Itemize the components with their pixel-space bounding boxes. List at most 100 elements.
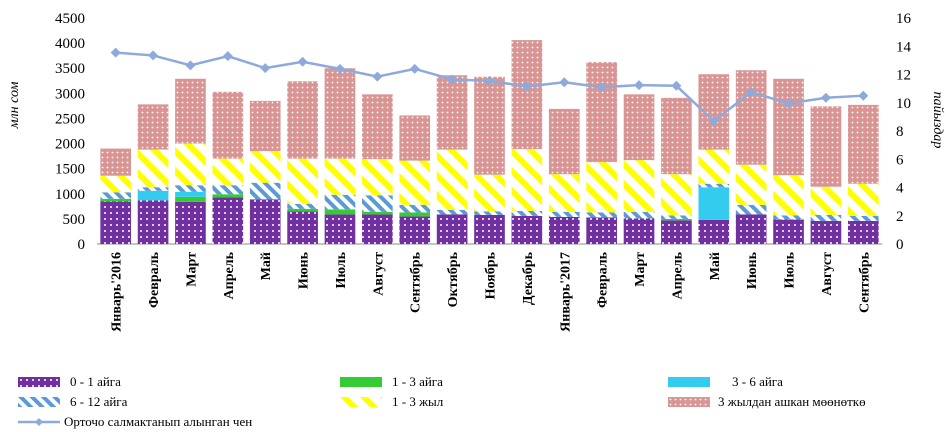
bar-seg-5 — [362, 159, 393, 196]
bar-seg-5 — [175, 143, 206, 186]
bar-seg-1 — [810, 220, 842, 244]
bar-seg-1 — [661, 220, 692, 244]
legend-swatch-1-3y — [340, 397, 382, 407]
bar-seg-5 — [661, 174, 692, 216]
x-tick-label: Август — [371, 252, 386, 296]
bar-seg-5 — [773, 175, 804, 216]
x-tick-label: Февраль — [147, 251, 162, 308]
bar-seg-5 — [735, 164, 767, 205]
rate-point — [260, 63, 271, 74]
y2-tick-label: 10 — [896, 96, 911, 112]
y2-tick-label: 8 — [896, 124, 904, 140]
x-tick-label: Январь'2016 — [110, 252, 125, 332]
bar-seg-5 — [399, 160, 431, 205]
bar-seg-5 — [586, 162, 617, 213]
bar-seg-4 — [661, 215, 692, 219]
y-tick-label: 500 — [63, 212, 86, 228]
rate-point — [634, 80, 645, 91]
bar-seg-3 — [175, 191, 206, 197]
bar-seg-5 — [548, 174, 580, 212]
bar-seg-5 — [623, 160, 655, 212]
bar-seg-1 — [436, 214, 468, 244]
bar-seg-1 — [548, 216, 580, 244]
rate-point — [746, 87, 757, 98]
rate-point — [297, 56, 308, 67]
rate-point — [334, 63, 345, 74]
rate-point — [820, 92, 831, 103]
bar-seg-4 — [474, 211, 505, 215]
bar-seg-4 — [698, 183, 730, 188]
bar-seg-5 — [474, 174, 505, 212]
bar-seg-5 — [698, 149, 730, 184]
legend-label-1-3y: 1 - 3 жыл — [392, 394, 444, 409]
bar-seg-1 — [212, 197, 244, 244]
bar-seg-1 — [362, 214, 393, 244]
legend-label-0-1: 0 - 1 айга — [70, 374, 121, 389]
legend-swatch-6-12 — [18, 397, 60, 407]
y-tick-label: 3000 — [55, 86, 85, 102]
x-tick-label: Июль — [334, 251, 349, 288]
bar-seg-4 — [623, 211, 655, 219]
x-tick-label: Май — [259, 252, 274, 280]
x-tick-label: Июль — [783, 251, 798, 288]
bar-seg-6 — [474, 76, 505, 175]
bar-seg-4 — [773, 215, 804, 220]
rate-point — [783, 98, 794, 109]
rate-point — [858, 90, 869, 101]
rate-point — [110, 47, 121, 58]
bar-seg-1 — [623, 218, 655, 244]
rate-point — [409, 63, 420, 74]
legend-item-rate: Орточо салмактанып алынган чен — [18, 414, 252, 430]
bar-seg-6 — [661, 97, 692, 175]
bar-seg-1 — [698, 219, 730, 244]
legend-item-6-12: 6 - 12 айга — [18, 394, 127, 410]
bar-seg-1 — [735, 214, 767, 244]
bar-seg-4 — [511, 210, 543, 216]
bar-seg-3 — [698, 187, 730, 220]
bar-seg-4 — [212, 185, 244, 195]
y-tick-label: 3500 — [55, 61, 85, 77]
rate-point — [708, 116, 719, 127]
bar-seg-2 — [175, 196, 206, 202]
legend-item-3y-plus: 3 жылдан ашкан мөөнөткө — [668, 394, 866, 410]
bar-seg-6 — [212, 91, 244, 159]
bar-seg-1 — [847, 220, 879, 244]
bar-seg-6 — [137, 104, 169, 150]
y2-axis-title: пайыздар — [930, 92, 945, 149]
bar-seg-2 — [362, 211, 393, 215]
bar-seg-2 — [287, 208, 318, 212]
x-tick-label: Март — [633, 252, 648, 287]
x-tick-label: Сентябрь — [409, 251, 424, 313]
bar-seg-4 — [847, 215, 879, 221]
y-tick-label: 1000 — [55, 187, 85, 203]
bar-seg-4 — [175, 185, 206, 192]
x-tick-label: Март — [184, 252, 199, 287]
x-tick-label: Июнь — [297, 251, 312, 289]
bar-seg-1 — [399, 216, 431, 244]
bar-seg-6 — [548, 108, 580, 175]
rate-point — [148, 50, 159, 61]
bar-seg-4 — [287, 203, 318, 209]
x-tick-label: Февраль — [596, 251, 611, 308]
legend-swatch-0-1 — [18, 377, 60, 387]
y-tick-label: 0 — [78, 237, 86, 253]
chart: 0 500 1000 1500 2000 2500 3000 3500 4000 4500 0 2 4 6… — [7, 11, 945, 332]
bar-seg-2 — [324, 209, 356, 215]
bar-seg-5 — [511, 149, 543, 211]
bar-seg-1 — [100, 201, 132, 244]
bar-seg-6 — [249, 100, 281, 152]
legend-item-0-1: 0 - 1 айга — [18, 374, 121, 390]
bar-seg-5 — [847, 183, 879, 216]
bar-seg-6 — [810, 106, 842, 187]
bar-seg-4 — [399, 204, 431, 213]
bar-seg-5 — [810, 186, 842, 215]
bar-seg-6 — [623, 94, 655, 161]
bar-seg-6 — [773, 78, 804, 176]
bar-seg-4 — [100, 192, 132, 199]
legend: 0 - 1 айга 1 - 3 айга 3 - 6 айга 6 - 12 … — [0, 366, 946, 432]
bar-seg-5 — [100, 175, 132, 193]
rate-point — [447, 74, 458, 85]
bar-seg-4 — [436, 209, 468, 215]
legend-swatch-3y-plus — [668, 397, 710, 407]
y-tick-label: 2000 — [55, 137, 85, 153]
